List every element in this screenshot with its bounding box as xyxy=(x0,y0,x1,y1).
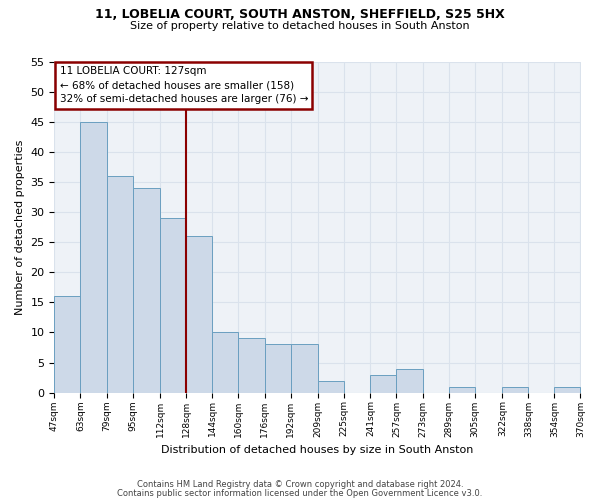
Bar xyxy=(265,344,290,393)
Bar xyxy=(238,338,265,392)
Bar xyxy=(397,368,422,392)
Bar xyxy=(160,218,187,392)
Bar xyxy=(554,386,580,392)
Text: Size of property relative to detached houses in South Anston: Size of property relative to detached ho… xyxy=(130,21,470,31)
X-axis label: Distribution of detached houses by size in South Anston: Distribution of detached houses by size … xyxy=(161,445,473,455)
Bar xyxy=(318,380,344,392)
Bar xyxy=(502,386,529,392)
Bar xyxy=(55,296,80,392)
Bar xyxy=(370,374,397,392)
Y-axis label: Number of detached properties: Number of detached properties xyxy=(15,140,25,315)
Bar xyxy=(80,122,107,392)
Text: Contains HM Land Registry data © Crown copyright and database right 2024.: Contains HM Land Registry data © Crown c… xyxy=(137,480,463,489)
Text: Contains public sector information licensed under the Open Government Licence v3: Contains public sector information licen… xyxy=(118,489,482,498)
Bar xyxy=(133,188,160,392)
Text: 11, LOBELIA COURT, SOUTH ANSTON, SHEFFIELD, S25 5HX: 11, LOBELIA COURT, SOUTH ANSTON, SHEFFIE… xyxy=(95,8,505,20)
Bar xyxy=(290,344,318,393)
Bar xyxy=(107,176,133,392)
Bar xyxy=(449,386,475,392)
Bar xyxy=(187,236,212,392)
Bar xyxy=(212,332,238,392)
Text: 11 LOBELIA COURT: 127sqm
← 68% of detached houses are smaller (158)
32% of semi-: 11 LOBELIA COURT: 127sqm ← 68% of detach… xyxy=(59,66,308,104)
